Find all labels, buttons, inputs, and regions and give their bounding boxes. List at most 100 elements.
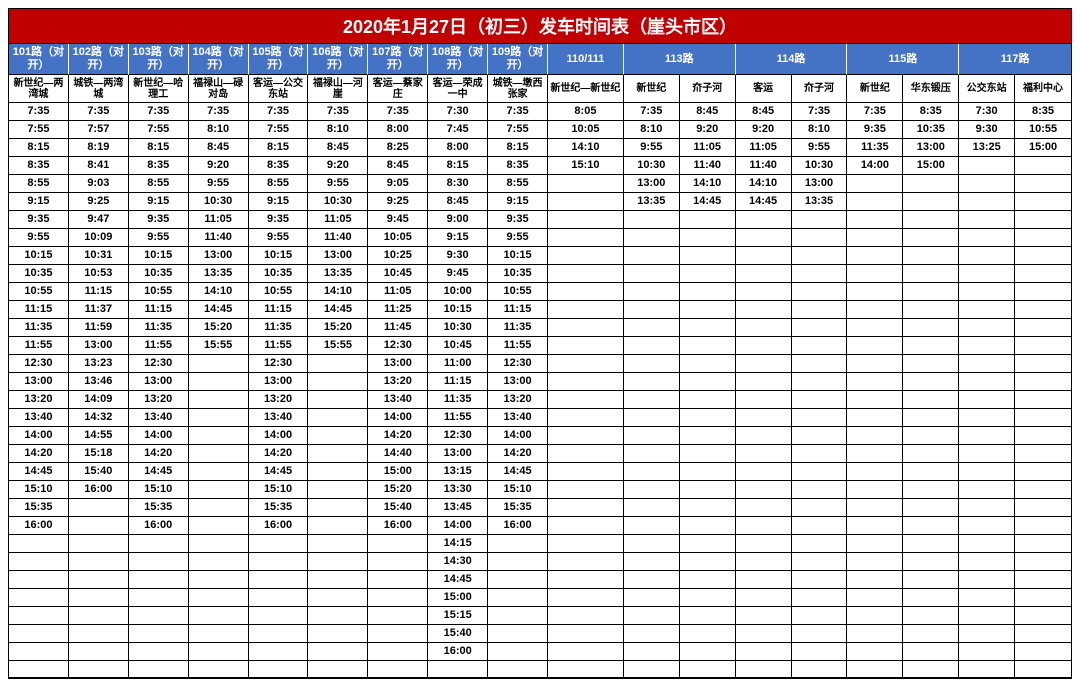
time-cell [368, 643, 428, 661]
time-cell [249, 535, 309, 553]
time-cell [959, 229, 1015, 247]
time-cell [736, 571, 792, 589]
time-cell [308, 391, 368, 409]
time-cell [903, 535, 959, 553]
schedule-table: 2020年1月27日（初三）发车时间表（崖头市区） 101路（对开）102路（对… [8, 8, 1072, 679]
time-cell [1015, 409, 1071, 427]
time-cell [308, 409, 368, 427]
time-cell [69, 661, 129, 678]
time-cell [548, 427, 624, 445]
time-cell: 13:20 [9, 391, 69, 409]
time-cell [624, 283, 680, 301]
time-cell: 13:00 [249, 373, 309, 391]
time-cell [1015, 157, 1071, 175]
time-cell [847, 427, 903, 445]
time-cell [308, 463, 368, 481]
time-cell [792, 229, 848, 247]
time-cell [488, 643, 548, 661]
station-header: 客运—荣成一中 [428, 75, 488, 103]
time-cell [959, 283, 1015, 301]
time-cell [548, 517, 624, 535]
time-cell [847, 643, 903, 661]
time-cell [959, 193, 1015, 211]
time-cell: 8:45 [308, 139, 368, 157]
time-cell: 13:00 [9, 373, 69, 391]
time-cell: 8:15 [129, 139, 189, 157]
station-header: 新世纪—新世纪 [548, 75, 624, 103]
time-cell: 8:19 [69, 139, 129, 157]
time-cell [959, 589, 1015, 607]
route-header: 101路（对开） [9, 44, 69, 75]
time-cell [69, 553, 129, 571]
time-cell [548, 445, 624, 463]
time-cell [903, 517, 959, 535]
time-cell [548, 643, 624, 661]
time-cell: 9:30 [959, 121, 1015, 139]
time-cell: 11:15 [488, 301, 548, 319]
time-cell: 7:35 [792, 103, 848, 121]
time-cell: 9:35 [9, 211, 69, 229]
time-cell: 10:35 [129, 265, 189, 283]
time-cell [624, 373, 680, 391]
time-cell [624, 229, 680, 247]
table-row: 14:2015:1814:2014:2014:4013:0014:20 [9, 445, 1071, 463]
time-cell: 14:00 [249, 427, 309, 445]
time-cell: 13:00 [488, 373, 548, 391]
time-cell [736, 499, 792, 517]
time-cell [680, 265, 736, 283]
table-row: 9:5510:099:5511:409:5511:4010:059:159:55 [9, 229, 1071, 247]
time-cell [249, 571, 309, 589]
time-cell: 11:40 [308, 229, 368, 247]
time-cell [680, 535, 736, 553]
time-cell: 15:40 [368, 499, 428, 517]
time-cell: 13:45 [428, 499, 488, 517]
time-cell: 9:55 [249, 229, 309, 247]
time-cell [308, 607, 368, 625]
time-cell: 14:00 [428, 517, 488, 535]
time-cell: 10:25 [368, 247, 428, 265]
time-cell [903, 373, 959, 391]
time-cell: 11:55 [488, 337, 548, 355]
time-cell: 9:25 [69, 193, 129, 211]
time-cell [959, 211, 1015, 229]
table-row: 11:3511:5911:3515:2011:3515:2011:4510:30… [9, 319, 1071, 337]
time-cell: 8:55 [488, 175, 548, 193]
time-cell: 11:15 [129, 301, 189, 319]
table-row: 8:158:198:158:458:158:458:258:008:1514:1… [9, 139, 1071, 157]
time-cell: 8:45 [736, 103, 792, 121]
time-cell: 13:25 [959, 139, 1015, 157]
time-cell [847, 607, 903, 625]
time-cell: 8:30 [428, 175, 488, 193]
time-cell: 13:23 [69, 355, 129, 373]
time-cell: 13:35 [624, 193, 680, 211]
time-cell [903, 409, 959, 427]
time-cell: 16:00 [249, 517, 309, 535]
time-cell: 13:30 [428, 481, 488, 499]
time-cell [1015, 355, 1071, 373]
time-cell: 10:31 [69, 247, 129, 265]
time-cell [624, 499, 680, 517]
time-cell: 14:45 [736, 193, 792, 211]
table-row: 9:359:479:3511:059:3511:059:459:009:35 [9, 211, 1071, 229]
time-cell [959, 661, 1015, 678]
time-cell [903, 553, 959, 571]
time-cell [548, 283, 624, 301]
time-cell [903, 589, 959, 607]
time-cell [1015, 319, 1071, 337]
time-cell [903, 445, 959, 463]
table-row: 15:1016:0015:1015:1015:2013:3015:10 [9, 481, 1071, 499]
time-cell: 14:10 [736, 175, 792, 193]
time-cell [1015, 589, 1071, 607]
time-cell: 7:55 [9, 121, 69, 139]
time-cell: 10:30 [792, 157, 848, 175]
time-cell [548, 319, 624, 337]
time-cell [548, 481, 624, 499]
time-cell: 13:20 [249, 391, 309, 409]
time-cell [903, 661, 959, 678]
time-cell: 15:10 [129, 481, 189, 499]
time-cell [624, 571, 680, 589]
time-cell: 7:55 [129, 121, 189, 139]
time-cell [792, 589, 848, 607]
time-cell: 12:30 [129, 355, 189, 373]
time-cell [624, 481, 680, 499]
